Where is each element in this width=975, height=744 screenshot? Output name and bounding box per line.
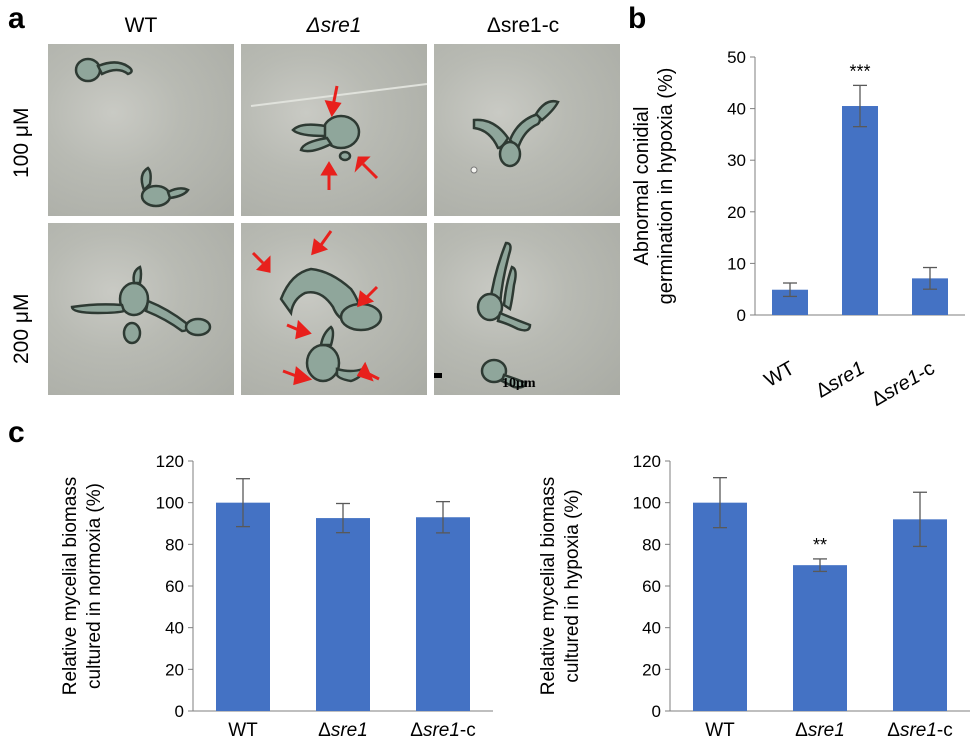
scale-bar-label: 10μm xyxy=(502,376,536,391)
y-tick-label: 10 xyxy=(727,254,746,273)
micrograph-sre1c-100 xyxy=(434,44,620,216)
chart-c-normoxia: 0 20 40 60 80 100 120 Relative mycelial biomass… xyxy=(60,452,493,741)
chart-b: 0 10 20 30 40 50 Abnormal conidial germination … xyxy=(631,48,965,411)
x-tick-label: Δsre1 xyxy=(795,720,845,741)
y-tick-label: 40 xyxy=(727,100,746,119)
y-axis-label: cultured in normoxia (%) xyxy=(84,483,105,689)
row-label-200: 200 μM xyxy=(10,293,33,364)
y-tick-label: 0 xyxy=(652,702,661,721)
micrograph-grid: 10μm xyxy=(48,44,620,410)
y-tick-label: 30 xyxy=(727,151,746,170)
column-label-sre1: Δsre1 xyxy=(241,14,427,38)
y-tick-label: 20 xyxy=(642,660,661,679)
x-tick-label: Δsre1 xyxy=(318,720,368,741)
scale-bar xyxy=(434,373,442,378)
x-tick-label: Δsre1 xyxy=(812,357,868,402)
bar xyxy=(893,519,947,711)
significance-label: *** xyxy=(849,61,870,81)
y-axis-label: cultured in hypoxia (%) xyxy=(562,489,583,682)
y-tick-label: 100 xyxy=(633,494,661,513)
bar xyxy=(216,502,270,711)
column-label-text: WT xyxy=(124,14,158,37)
panel-letter-b: b xyxy=(628,2,647,35)
y-tick-label: 120 xyxy=(633,452,661,471)
x-tick-label: WT xyxy=(228,720,258,741)
y-tick-label: 60 xyxy=(642,577,661,596)
micrograph-sre1-200 xyxy=(241,223,427,395)
panel-letter-a: a xyxy=(8,2,25,35)
x-tick-label: WT xyxy=(761,357,799,392)
y-tick-label: 40 xyxy=(642,619,661,638)
micrograph-wt-200 xyxy=(48,223,234,395)
bar xyxy=(842,106,878,316)
y-tick-label: 0 xyxy=(175,702,184,721)
micrograph-sre1c-200 xyxy=(434,223,620,395)
y-tick-label: 120 xyxy=(156,452,184,471)
column-label-text: Δsre1 xyxy=(306,14,362,37)
y-tick-label: 80 xyxy=(642,535,661,554)
y-tick-label: 60 xyxy=(165,577,184,596)
column-label-sre1c: Δsre1-c xyxy=(430,14,616,38)
y-axis-label: Relative mycelial biomass xyxy=(538,477,559,696)
y-tick-label: 20 xyxy=(165,660,184,679)
panel-letter-c: c xyxy=(8,416,25,449)
row-label-100: 100 μM xyxy=(10,107,33,178)
micrograph-wt-100 xyxy=(48,44,234,216)
bar xyxy=(793,565,847,711)
column-label-text: Δsre1-c xyxy=(486,14,560,37)
x-tick-label: Δsre1-c xyxy=(868,357,939,411)
y-tick-label: 40 xyxy=(165,619,184,638)
x-tick-label: WT xyxy=(705,720,735,741)
y-tick-label: 0 xyxy=(737,306,746,325)
y-tick-label: 50 xyxy=(727,48,746,67)
y-tick-label: 80 xyxy=(165,535,184,554)
x-tick-label: Δsre1-c xyxy=(887,720,953,741)
y-axis-label: Abnormal conidial xyxy=(631,107,653,266)
column-label-wt: WT xyxy=(48,14,234,38)
y-tick-label: 20 xyxy=(727,203,746,222)
y-tick-label: 100 xyxy=(156,494,184,513)
micrograph-sre1-100 xyxy=(241,44,427,216)
y-axis-label: germination in hypoxia (%) xyxy=(655,68,677,305)
bar xyxy=(316,518,370,711)
y-axis-label: Relative mycelial biomass xyxy=(60,477,81,696)
x-tick-label: Δsre1-c xyxy=(410,720,476,741)
bar xyxy=(416,517,470,711)
chart-c-hypoxia: 0 20 40 60 80 100 120 Relative mycelial biomass… xyxy=(538,452,970,741)
significance-label: ** xyxy=(813,535,827,555)
bar xyxy=(693,502,747,711)
